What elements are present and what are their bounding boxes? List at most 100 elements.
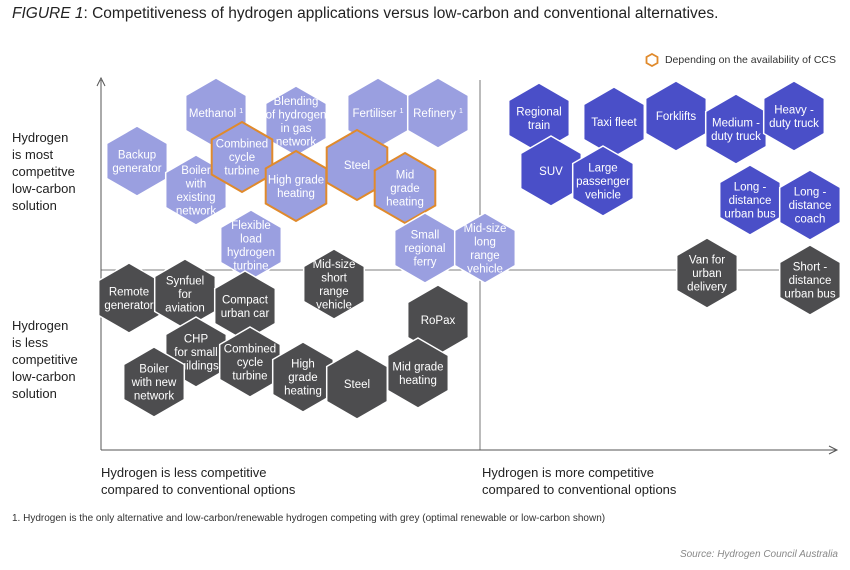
hexagon-label: turbine	[232, 371, 267, 383]
y-axis-bottom-label: Hydrogen is less competitive low-carbon …	[12, 317, 78, 402]
hexagon-label: with	[185, 178, 206, 190]
hexagon-high-grade-top: High grade heating	[264, 149, 328, 223]
hexagon-label: in gas	[281, 123, 312, 135]
hexagon-label: Boiler	[181, 165, 211, 177]
hexagon-regional-train: Regional train	[507, 82, 571, 154]
hexagon-label: existing	[177, 192, 216, 204]
hexagon-label: urban	[692, 268, 721, 280]
hexagon-label: Medium -	[712, 117, 760, 129]
hexagon-shape	[453, 212, 517, 284]
hexagon-shape	[210, 120, 274, 194]
hexagon-shape	[718, 164, 782, 236]
hexagon-label: Backup	[118, 149, 156, 161]
hexagon-shape	[571, 145, 635, 217]
hexagon-shape	[302, 248, 366, 320]
hexagon-label: turbine	[224, 166, 259, 178]
hexagon-label: vehicle	[316, 299, 352, 311]
legend-label: Depending on the availability of CCS	[664, 54, 836, 66]
hexagon-label: load	[240, 233, 262, 245]
hexagon-shape	[762, 80, 826, 152]
hexagon-label: grade	[288, 372, 317, 384]
hexagon-shape	[373, 151, 437, 225]
hexagon-label: train	[528, 120, 550, 132]
hexagon-label: distance	[789, 275, 832, 287]
hexagon-label: duty truck	[711, 131, 761, 143]
hexagon-label: CHP	[184, 334, 209, 346]
hexagon-label: Short -	[793, 262, 828, 274]
hexagon-label: generator	[104, 300, 153, 312]
hexagon-shape	[325, 128, 389, 202]
hexagon-label: passenger	[576, 176, 630, 188]
hexagon-label: Long -	[794, 187, 827, 199]
hexagon-shape	[386, 337, 450, 409]
x-axis-arrow-icon	[828, 445, 839, 455]
hexagon-steel-bot: Steel	[325, 348, 389, 420]
hexagon-label: short	[321, 272, 347, 284]
hexagon-label: network	[134, 391, 175, 403]
hexagon-label: grade	[390, 183, 419, 195]
hexagon-shape	[218, 326, 282, 398]
y-top-line: competitve	[12, 164, 75, 179]
y-bottom-line: competitive	[12, 352, 78, 367]
hexagon-shape	[406, 77, 470, 149]
hexagon-label: Large	[588, 163, 617, 175]
y-bottom-line: solution	[12, 386, 57, 401]
hexagon-label: distance	[729, 195, 772, 207]
legend: Depending on the availability of CCS	[645, 53, 836, 67]
y-axis-arrow-icon	[96, 76, 106, 87]
hexagon-label: Mid grade	[392, 361, 443, 373]
hexagon-label: Boiler	[139, 364, 169, 376]
hexagon-label: Combined	[224, 344, 276, 356]
hexagon-label: Small	[411, 230, 440, 242]
hexagon-label: of hydrogen	[266, 109, 327, 121]
hexagon-label: Mid-size	[464, 223, 507, 235]
y-top-line: is most	[12, 147, 54, 162]
hexagon-label: delivery	[687, 282, 727, 294]
hexagon-label: Mid	[396, 170, 415, 182]
hexagon-heavy-truck: Heavy - duty truck	[762, 80, 826, 152]
hexagon-label: cycle	[229, 152, 255, 164]
hexagon-label: long	[474, 236, 496, 248]
hexagon-label: Regional	[516, 106, 561, 118]
x-left-line: Hydrogen is less competitive	[101, 465, 267, 480]
y-bottom-line: is less	[12, 335, 49, 350]
hexagon-label: Compact	[222, 294, 269, 306]
hexagon-shape	[122, 346, 186, 418]
hexagon-shape	[778, 244, 842, 316]
hexagon-shape	[644, 80, 708, 152]
hexagon-label: RoPax	[421, 315, 456, 327]
x-right-line: compared to conventional options	[482, 482, 677, 497]
hexagon-label: heating	[386, 197, 424, 209]
hexagon-label: duty truck	[769, 118, 819, 130]
hexagon-label: Taxi fleet	[591, 117, 637, 129]
hexagon-label: heating	[284, 386, 322, 398]
hexagon-label: Steel	[344, 379, 370, 391]
x-axis-left-label: Hydrogen is less competitive compared to…	[101, 464, 295, 498]
hexagon-label: aviation	[165, 303, 205, 315]
hexagon-label: with new	[131, 377, 177, 389]
hexagon-long-coach: Long -distance coach	[778, 169, 842, 241]
x-axis-right-label: Hydrogen is more competitive compared to…	[482, 464, 676, 498]
footnote-marker: 1	[459, 108, 463, 115]
hexagon-label: Long -	[734, 182, 767, 194]
hexagon-forklifts: Forklifts	[644, 80, 708, 152]
hexagon-label: regional	[405, 243, 446, 255]
hexagon-label: urban car	[221, 308, 270, 320]
y-top-line: low-carbon	[12, 181, 76, 196]
y-top-line: Hydrogen	[12, 130, 69, 145]
hexagon-remote: Remote generator	[97, 262, 161, 334]
hexagon-label: High	[291, 359, 315, 371]
hexagon-suv: SUV	[519, 135, 583, 207]
hexagon-label: for	[178, 289, 192, 301]
hexagon-label: Synfuel	[166, 276, 204, 288]
hexagon-shape	[271, 341, 335, 413]
